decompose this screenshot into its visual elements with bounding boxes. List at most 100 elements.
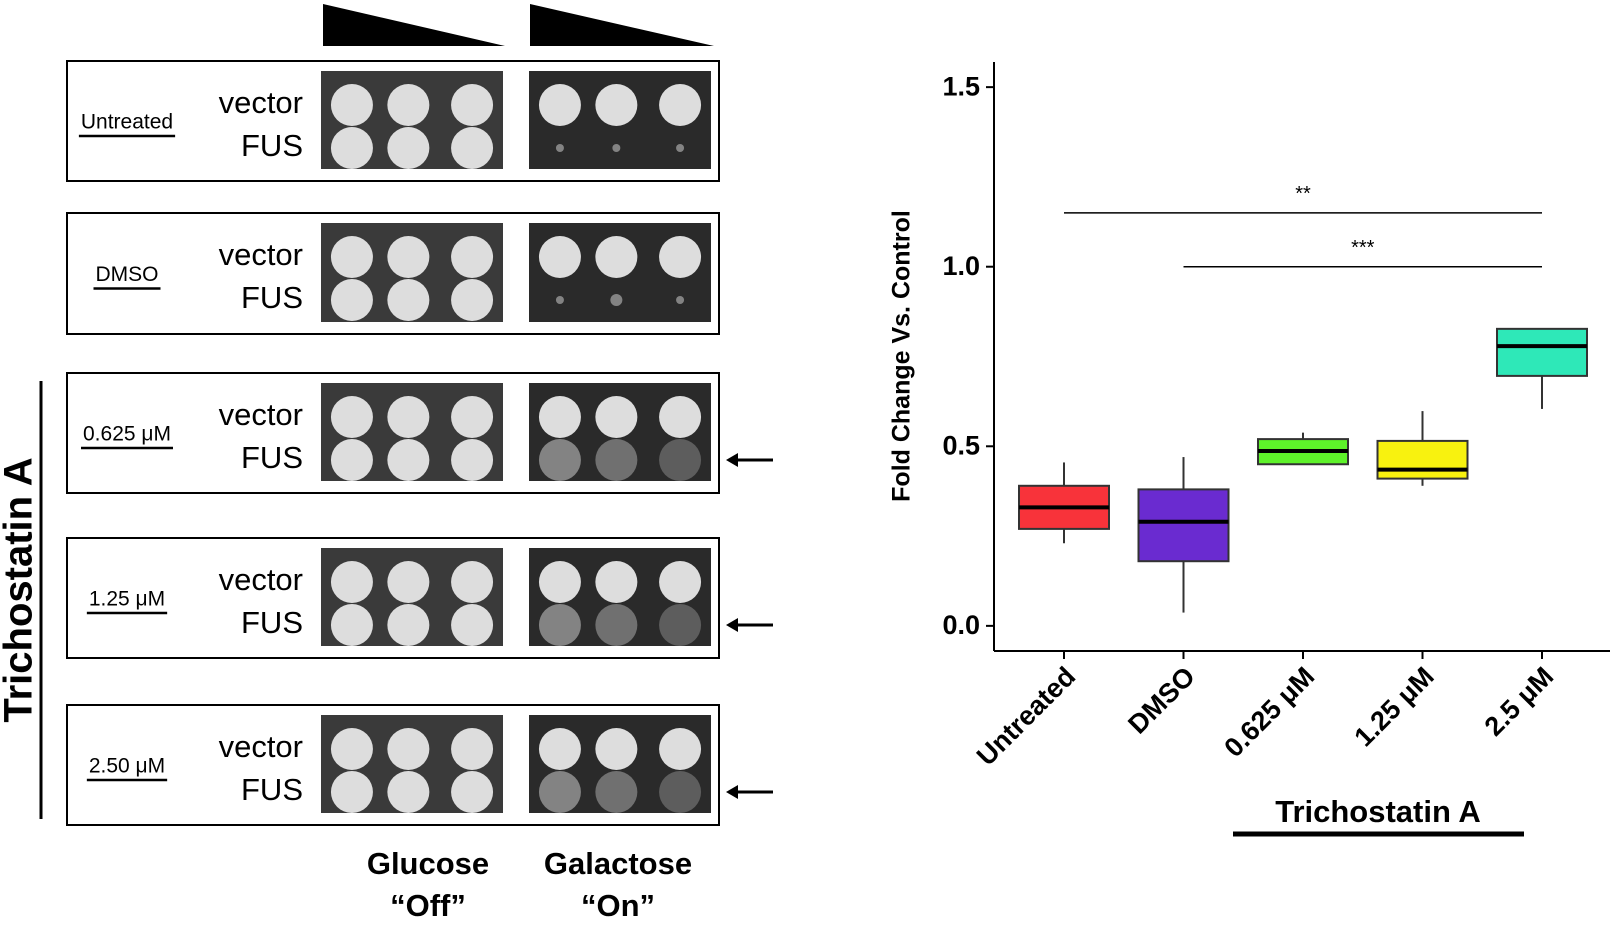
yeast-spot [538,236,581,278]
yeast-spot [387,84,430,126]
strain-label: vector [219,397,303,432]
yeast-spot [330,127,373,169]
yeast-spot [387,771,430,813]
group-label: Trichostatin A [0,457,41,722]
y-tick-label: 1.0 [942,251,980,281]
yeast-spot [595,396,638,438]
y-tick-label: 1.5 [942,71,980,101]
yeast-spot [676,144,685,152]
treatment-label: DMSO [96,263,159,286]
yeast-spot [451,127,494,169]
x-tick-label: 2.5 μM [1479,661,1560,742]
yeast-spot [538,604,581,646]
yeast-spot [595,561,638,603]
yeast-spot [330,604,373,646]
strain-label: vector [219,562,303,597]
yeast-spot [595,771,638,813]
yeast-spot [451,396,494,438]
x-tick-label: Untreated [971,661,1081,771]
yeast-spot [330,396,373,438]
yeast-spot [538,84,581,126]
yeast-spot [451,84,494,126]
yeast-spot [595,84,638,126]
yeast-spot [676,296,685,304]
arrow-head [726,453,738,467]
yeast-spot [659,84,702,126]
x-tick-label: 0.625 μM [1218,661,1320,763]
box [1137,488,1230,563]
yeast-spot [612,144,621,152]
yeast-spot [538,396,581,438]
strain-label: FUS [241,128,303,163]
strain-label: vector [219,85,303,120]
yeast-spot [451,728,494,770]
row-frame [66,60,720,182]
y-tick-label: 0.0 [942,610,980,640]
yeast-spot [659,236,702,278]
dilution-wedge [530,4,714,46]
yeast-spot [595,604,638,646]
yeast-spot [538,728,581,770]
treatment-label: Untreated [81,111,173,134]
medium-state: “On” [581,888,655,923]
y-tick-label: 0.5 [942,430,980,460]
yeast-spot [610,294,623,306]
yeast-spot [387,439,430,481]
treatment-label: 0.625 μM [83,423,171,446]
strain-label: vector [219,729,303,764]
y-axis-title: Fold Change Vs. Control [888,210,916,502]
yeast-spot [387,127,430,169]
yeast-spot [659,728,702,770]
yeast-spot [451,279,494,321]
treatment-label: 2.50 μM [89,755,165,778]
yeast-spot [595,439,638,481]
group-label: Trichostatin A [1275,794,1481,829]
yeast-spot [387,604,430,646]
row-frame [66,704,720,826]
row-frame [66,212,720,335]
yeast-spot [595,236,638,278]
significance-label: ** [1295,183,1311,205]
yeast-spot [387,728,430,770]
yeast-spot [595,728,638,770]
yeast-spot [538,771,581,813]
row-frame [66,537,720,659]
yeast-spot [451,439,494,481]
yeast-spot [451,236,494,278]
yeast-spot [330,561,373,603]
yeast-spot [387,279,430,321]
yeast-spot [330,236,373,278]
box [1376,439,1469,480]
medium-state: “Off” [390,888,466,923]
box [1496,327,1588,377]
medium-name: Glucose [367,846,489,881]
yeast-spot [451,561,494,603]
yeast-spot [330,771,373,813]
medium-name: Galactose [544,846,692,881]
yeast-spot [659,771,702,813]
yeast-spot [538,561,581,603]
yeast-spot [659,396,702,438]
yeast-spot [538,439,581,481]
yeast-spot [451,771,494,813]
strain-label: FUS [241,772,303,807]
row-frame [66,372,720,494]
significance-label: *** [1351,237,1375,259]
strain-label: FUS [241,280,303,315]
x-tick-label: 1.25 μM [1349,661,1440,752]
strain-label: FUS [241,440,303,475]
dilution-wedge [323,4,505,46]
yeast-spot [659,604,702,646]
strain-label: vector [219,237,303,272]
yeast-spot [387,396,430,438]
yeast-spot [387,561,430,603]
yeast-spot [387,236,430,278]
yeast-spot [451,604,494,646]
yeast-spot [330,279,373,321]
yeast-spot [330,728,373,770]
yeast-spot [659,439,702,481]
strain-label: FUS [241,605,303,640]
yeast-spot [330,439,373,481]
